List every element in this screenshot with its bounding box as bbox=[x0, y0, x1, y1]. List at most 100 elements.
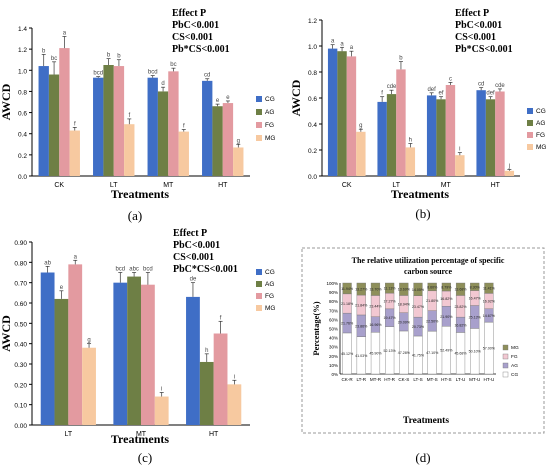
c3-segment-label: 57.00% bbox=[483, 347, 496, 351]
c2-y-tick-label: 0.80 bbox=[14, 260, 27, 267]
c3-segment-mg bbox=[484, 282, 494, 294]
c3-title-line2: carbon source bbox=[404, 267, 453, 276]
c0-significance-label: e bbox=[226, 95, 230, 101]
c3-y-tick-label: 20% bbox=[329, 354, 338, 359]
c1-bar-ag bbox=[485, 99, 496, 176]
panel-c: 0.00 0.10 0.20 0.30 0.40 0.50 0.60 0.70 0.80 0.90… bbox=[0, 228, 275, 465]
c2-y-tick-label: 0.00 bbox=[14, 423, 27, 430]
panel-d: The relative utilization percentage of s… bbox=[301, 247, 545, 465]
c0-effect-annotation: PbC<0.001 bbox=[172, 20, 219, 31]
c3-segment-label: 8.60% bbox=[427, 285, 438, 289]
c0-significance-label: b bbox=[107, 53, 111, 59]
c3-y-tick-label: 90% bbox=[329, 290, 338, 295]
c0-significance-label: f bbox=[74, 121, 76, 127]
c0-x-tick-label: LT bbox=[110, 182, 118, 189]
c0-bar-fg bbox=[113, 66, 125, 176]
c0-legend-swatch bbox=[256, 135, 262, 141]
c1-bar-fg bbox=[495, 91, 505, 176]
c0-x-tick-label: CK bbox=[54, 182, 64, 189]
c3-segment-mg bbox=[470, 282, 480, 291]
c1-significance-label: ef bbox=[439, 91, 444, 97]
panel-a-plot: 0.0 0.2 0.4 0.6 0.8 1.0 1.2 1.4 AWCD Treatments CK… bbox=[0, 8, 275, 201]
c3-segment-label: 16.82% bbox=[454, 323, 467, 327]
c3-x-tick-label: HT-S bbox=[441, 377, 451, 382]
c1-bar-ag bbox=[436, 99, 446, 176]
c2-significance-label: e bbox=[60, 285, 64, 291]
c3-segment-label: 14.67% bbox=[483, 314, 496, 318]
c0-bar-cg bbox=[38, 66, 49, 176]
c3-segment-label: 45.90% bbox=[369, 352, 382, 356]
c0-bar-mg bbox=[124, 124, 135, 176]
c0-bar-ag bbox=[157, 91, 169, 176]
c0-significance-label: a bbox=[63, 30, 67, 36]
c2-effect-annotation: PbC*CS<0.001 bbox=[173, 264, 238, 275]
panel-a: 0.0 0.2 0.4 0.6 0.8 1.0 1.2 1.4 AWCD Treatments CK… bbox=[0, 8, 275, 223]
c1-bar-cg bbox=[327, 48, 338, 176]
c1-significance-label: cd bbox=[478, 82, 484, 88]
c2-significance-label: i bbox=[234, 374, 235, 380]
c1-significance-label: def bbox=[486, 91, 495, 97]
c0-significance-label: g bbox=[237, 138, 240, 144]
c1-effect-annotation: CS<0.001 bbox=[455, 32, 496, 43]
c3-legend-label: AG bbox=[511, 363, 518, 369]
c3-segment-mg bbox=[385, 282, 395, 294]
c2-x-tick-label: MT bbox=[136, 431, 147, 438]
c3-y-tick-label: 30% bbox=[329, 345, 338, 350]
c3-segment-label: 8.30% bbox=[470, 285, 481, 289]
c0-significance-label: bc bbox=[170, 62, 176, 68]
c3-y-tick-label: 60% bbox=[329, 317, 338, 322]
c0-significance-label: b bbox=[42, 48, 46, 54]
c2-legend-label: AG bbox=[265, 281, 274, 288]
c0-legend-label: FG bbox=[265, 122, 274, 129]
c3-segment-label: 21.76% bbox=[341, 322, 354, 326]
c1-bar-ag bbox=[386, 94, 397, 176]
c1-x-tick-label: MT bbox=[441, 182, 452, 189]
c3-legend-label: FG bbox=[511, 354, 518, 360]
c2-legend-swatch bbox=[256, 293, 262, 299]
c3-y-tick-label: 70% bbox=[329, 308, 338, 313]
c3-segment-label: 18.94% bbox=[398, 303, 411, 307]
c2-significance-label: h bbox=[205, 348, 208, 354]
c1-legend-label: CG bbox=[536, 108, 546, 115]
c0-bar-cg bbox=[147, 77, 158, 176]
c3-y-tick-label: 10% bbox=[329, 363, 338, 368]
c0-bar-fg bbox=[59, 48, 70, 177]
c1-y-tick-label: 0.0 bbox=[308, 174, 317, 181]
c1-significance-label: a bbox=[340, 41, 344, 47]
c1-significance-label: def bbox=[427, 87, 436, 93]
c2-significance-label: ab bbox=[44, 260, 51, 266]
c2-bar-fg bbox=[68, 264, 83, 425]
c2-significance-label: i bbox=[161, 386, 162, 392]
c2-bar-ag bbox=[54, 298, 69, 425]
c3-segment-label: 13.70% bbox=[369, 288, 382, 292]
c2-x-axis-title: Treatments bbox=[111, 432, 170, 446]
c1-significance-label: cde bbox=[495, 83, 505, 89]
c0-bar-ag bbox=[103, 65, 114, 176]
c2-bar-cg bbox=[40, 272, 55, 425]
panel-c-caption: (c) bbox=[138, 450, 152, 465]
c3-segment-label: 13.27% bbox=[355, 288, 368, 292]
c3-segment-label: 16.92% bbox=[483, 300, 496, 304]
c3-segment-label: 16.82% bbox=[440, 297, 453, 301]
c0-effect-annotation: CS<0.001 bbox=[172, 32, 213, 43]
c0-y-tick-label: 1.0 bbox=[18, 68, 27, 75]
c3-x-tick-label: HT-U bbox=[484, 377, 495, 382]
c1-significance-label: i bbox=[459, 147, 460, 153]
c0-y-tick-label: 0.4 bbox=[18, 132, 27, 139]
c0-y-tick-label: 0.8 bbox=[18, 89, 27, 96]
c0-y-axis-title: AWCD bbox=[0, 83, 13, 120]
panel-a-caption: (a) bbox=[128, 208, 142, 223]
c1-y-axis-title: AWCD bbox=[289, 79, 303, 116]
c0-significance-label: bc bbox=[51, 56, 57, 62]
c3-segment-label: 41.03% bbox=[355, 354, 368, 358]
c1-bar-mg bbox=[356, 131, 366, 176]
c3-y-tick-label: 80% bbox=[329, 299, 338, 304]
c3-y-tick-label: 50% bbox=[329, 327, 338, 332]
c3-segment-label: 13.68% bbox=[454, 288, 467, 292]
c1-significance-label: c bbox=[449, 76, 452, 82]
c3-segment-label: 25.13% bbox=[469, 315, 482, 319]
c2-y-tick-label: 0.50 bbox=[14, 321, 27, 328]
c3-segment-label: 23.47% bbox=[412, 305, 425, 309]
c3-legend-label: MG bbox=[511, 345, 519, 351]
